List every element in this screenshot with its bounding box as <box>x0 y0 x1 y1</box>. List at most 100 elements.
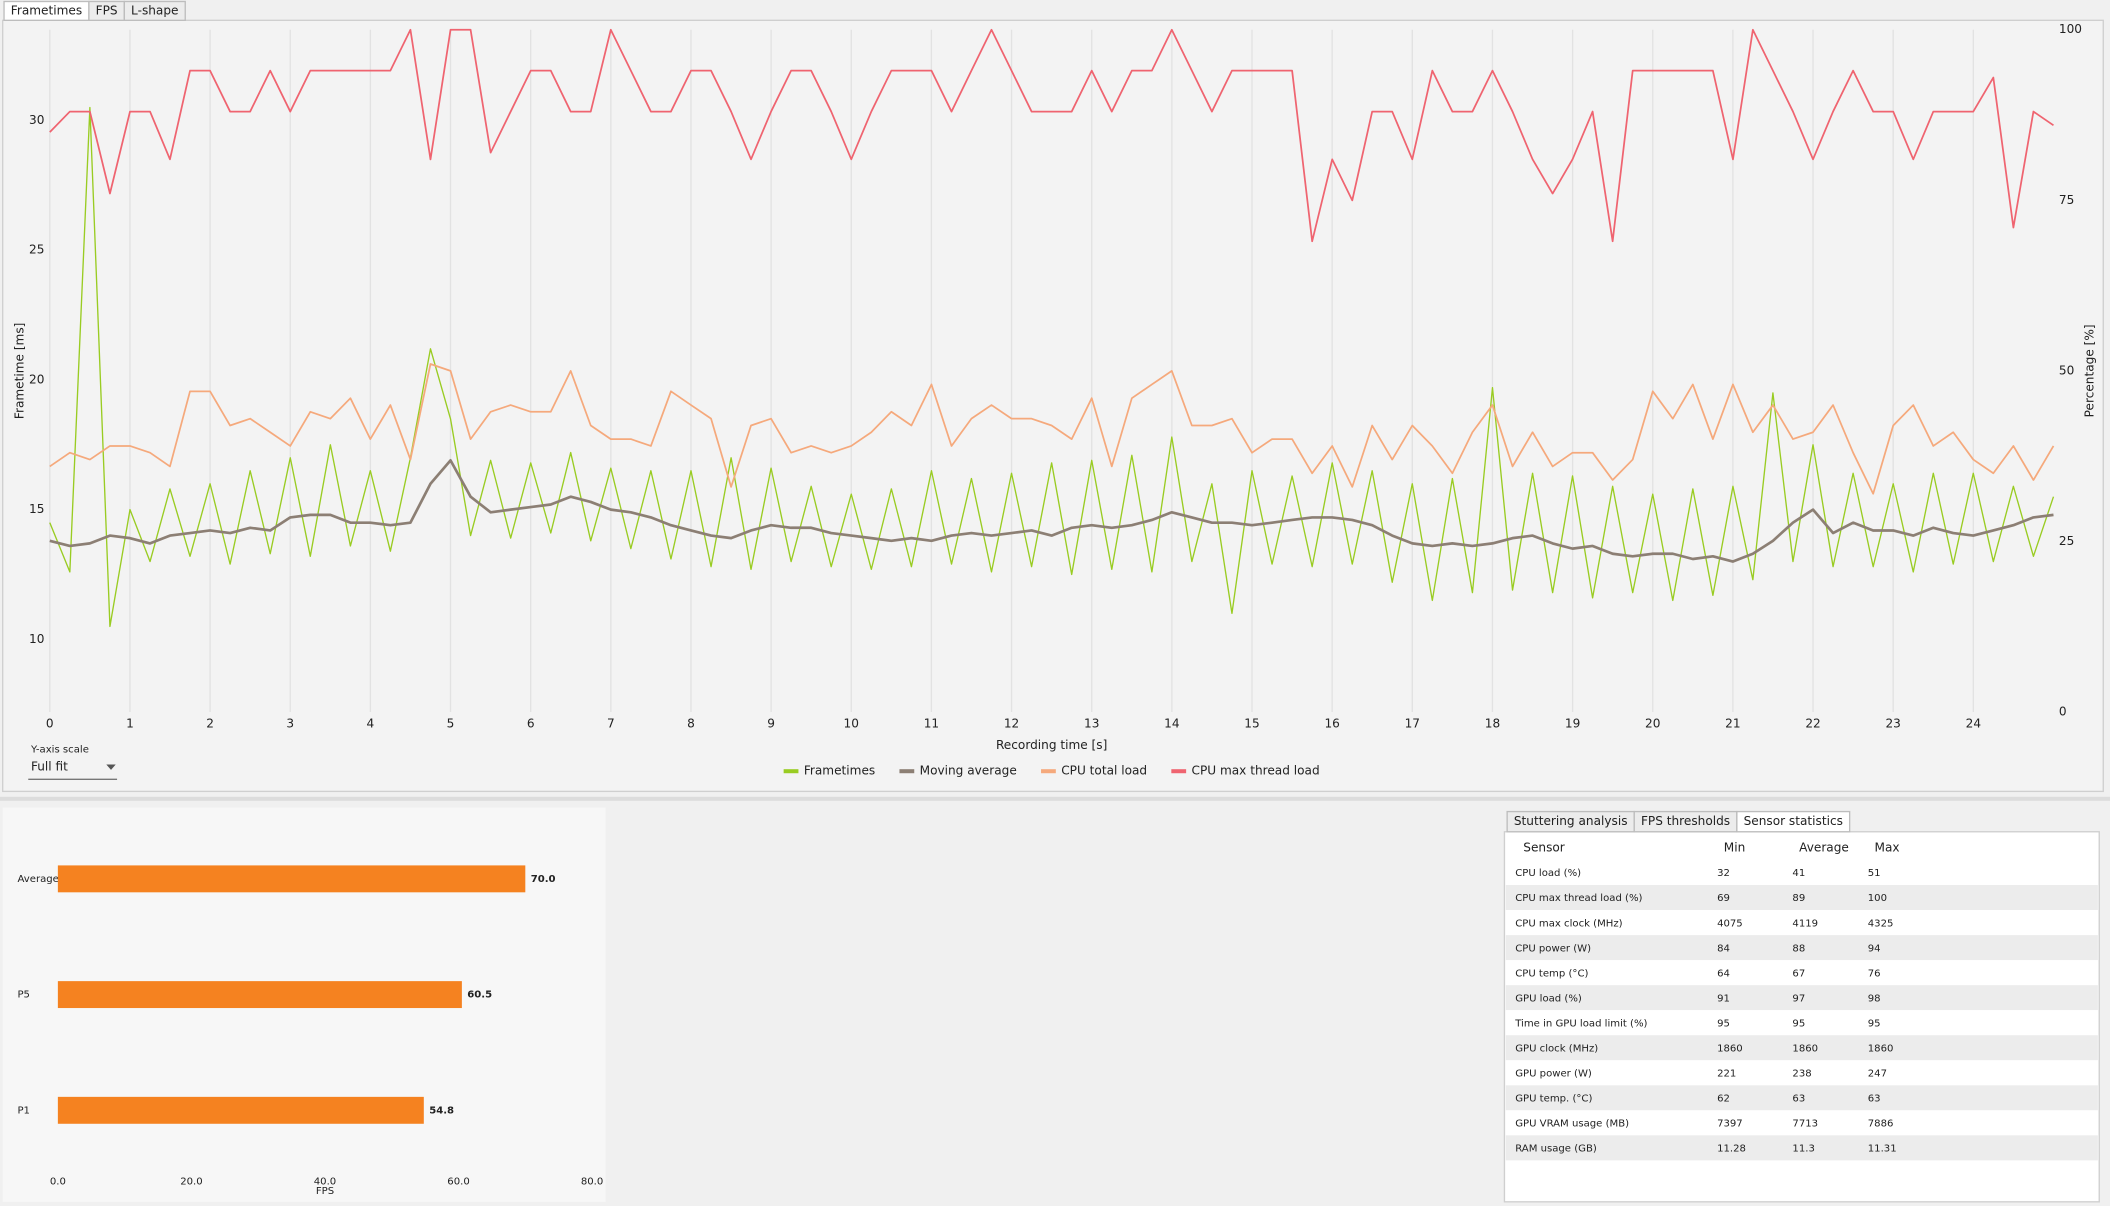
x-tick-label: 19 <box>1565 717 1580 731</box>
x-tick-label: 40.0 <box>314 1177 336 1188</box>
y-scale-dropdown[interactable]: Y-axis scale Full fit <box>28 745 118 780</box>
bar-value-label: 70.0 <box>531 874 556 885</box>
table-row <box>1505 960 2098 986</box>
table-cell: 7713 <box>1792 1119 1818 1130</box>
x-tick-label: 15 <box>1244 717 1259 731</box>
table-cell: 1860 <box>1868 1043 1894 1054</box>
bar <box>57 1096 424 1124</box>
legend-label[interactable]: Moving average <box>920 764 1017 778</box>
table-cell: 98 <box>1868 993 1881 1004</box>
splitter[interactable] <box>0 796 2110 801</box>
x-tick-label: 11 <box>924 717 939 731</box>
series-line <box>49 363 2055 495</box>
table-cell: 100 <box>1868 893 1887 904</box>
x-tick-label: 16 <box>1324 717 1339 731</box>
tab-label[interactable]: FPS thresholds <box>1641 814 1730 828</box>
table-row <box>1505 1110 2098 1136</box>
table-cell: 7886 <box>1868 1119 1894 1130</box>
bar-value-label: 60.5 <box>467 990 492 1001</box>
table-cell: RAM usage (GB) <box>1515 1144 1597 1155</box>
column-header: Max <box>1875 840 1900 854</box>
table-cell: 95 <box>1717 1018 1730 1029</box>
table-row <box>1505 1135 2098 1161</box>
x-tick-label: 0 <box>46 717 54 731</box>
table-cell: GPU clock (MHz) <box>1515 1043 1598 1054</box>
tab[interactable] <box>1736 810 1851 833</box>
y-axis-label: Frametime [ms] <box>13 323 27 420</box>
x-tick-label: 4 <box>367 717 375 731</box>
dropdown-label: Y-axis scale <box>30 745 89 756</box>
table-cell: 11.31 <box>1868 1144 1897 1155</box>
table-cell: 84 <box>1717 943 1730 954</box>
table-cell: 69 <box>1717 893 1730 904</box>
x-tick-label: 12 <box>1004 717 1019 731</box>
y-tick-label: 30 <box>29 113 44 127</box>
y2-tick-label: 25 <box>2059 534 2074 548</box>
y-tick-label: P1 <box>17 1105 30 1116</box>
x-tick-label: 3 <box>286 717 294 731</box>
table-row <box>1505 1060 2098 1086</box>
table-cell: 95 <box>1792 1018 1805 1029</box>
x-tick-label: 80.0 <box>581 1177 603 1188</box>
tab-label[interactable]: Frametimes <box>11 3 82 17</box>
y-tick-label: Average <box>17 874 58 885</box>
table-cell: 32 <box>1717 868 1730 879</box>
x-tick-label: 8 <box>687 717 695 731</box>
table-row <box>1505 860 2098 886</box>
table-cell: 94 <box>1868 943 1881 954</box>
table-cell: 62 <box>1717 1093 1730 1104</box>
column-header: Min <box>1724 840 1746 854</box>
table-cell: 88 <box>1792 943 1805 954</box>
table-row <box>1505 910 2098 936</box>
x-tick-label: 14 <box>1164 717 1180 731</box>
table-cell: CPU max clock (MHz) <box>1515 918 1622 929</box>
bar <box>57 865 526 893</box>
table-cell: 4119 <box>1792 918 1818 929</box>
x-tick-label: 20 <box>1645 717 1660 731</box>
tab-label[interactable]: Stuttering analysis <box>1514 814 1628 828</box>
table-cell: 4325 <box>1868 918 1894 929</box>
y-tick-label: P5 <box>17 990 30 1001</box>
table-cell: 97 <box>1792 993 1805 1004</box>
table-cell: 7397 <box>1717 1119 1743 1130</box>
bar-value-label: 54.8 <box>429 1105 454 1116</box>
table-cell: CPU max thread load (%) <box>1515 893 1642 904</box>
tab-label[interactable]: FPS <box>96 3 118 17</box>
x-tick-label: 5 <box>447 717 455 731</box>
table-cell: 11.3 <box>1792 1144 1814 1155</box>
legend-label[interactable]: Frametimes <box>804 764 875 778</box>
table-cell: 1860 <box>1792 1043 1818 1054</box>
dropdown-value[interactable]: Full fit <box>31 760 68 774</box>
x-tick-label: 60.0 <box>447 1177 469 1188</box>
table-cell: 63 <box>1792 1093 1805 1104</box>
x-tick-label: 18 <box>1485 717 1500 731</box>
tab-label[interactable]: L-shape <box>131 3 178 17</box>
column-header: Sensor <box>1523 840 1565 854</box>
table-cell: 1860 <box>1717 1043 1743 1054</box>
table-row <box>1505 1010 2098 1036</box>
table-row <box>1505 885 2098 911</box>
y2-tick-label: 75 <box>2059 193 2074 207</box>
x-tick-label: 2 <box>206 717 214 731</box>
x-tick-label: 10 <box>844 717 859 731</box>
tab[interactable] <box>123 0 186 22</box>
table-cell: GPU temp. (°C) <box>1515 1093 1592 1104</box>
table-cell: 76 <box>1868 968 1881 979</box>
y-tick-label: 25 <box>29 243 44 257</box>
x-tick-label: 0.0 <box>50 1177 66 1188</box>
table-cell: 91 <box>1717 993 1730 1004</box>
table-cell: 64 <box>1717 968 1730 979</box>
y-tick-label: 15 <box>29 502 44 516</box>
table-row <box>1505 1085 2098 1111</box>
dropdown-arrow[interactable] <box>106 764 116 770</box>
legend-label[interactable]: CPU total load <box>1061 764 1147 778</box>
legend-label[interactable]: CPU max thread load <box>1192 764 1320 778</box>
x-tick-label: 6 <box>527 717 535 731</box>
y-tick-label: 20 <box>29 372 44 386</box>
x-tick-label: 24 <box>1966 717 1982 731</box>
table-cell: 11.28 <box>1717 1144 1746 1155</box>
tab-label[interactable]: Sensor statistics <box>1744 814 1843 828</box>
chart-panel <box>2 19 2104 793</box>
x-tick-label: 9 <box>767 717 775 731</box>
